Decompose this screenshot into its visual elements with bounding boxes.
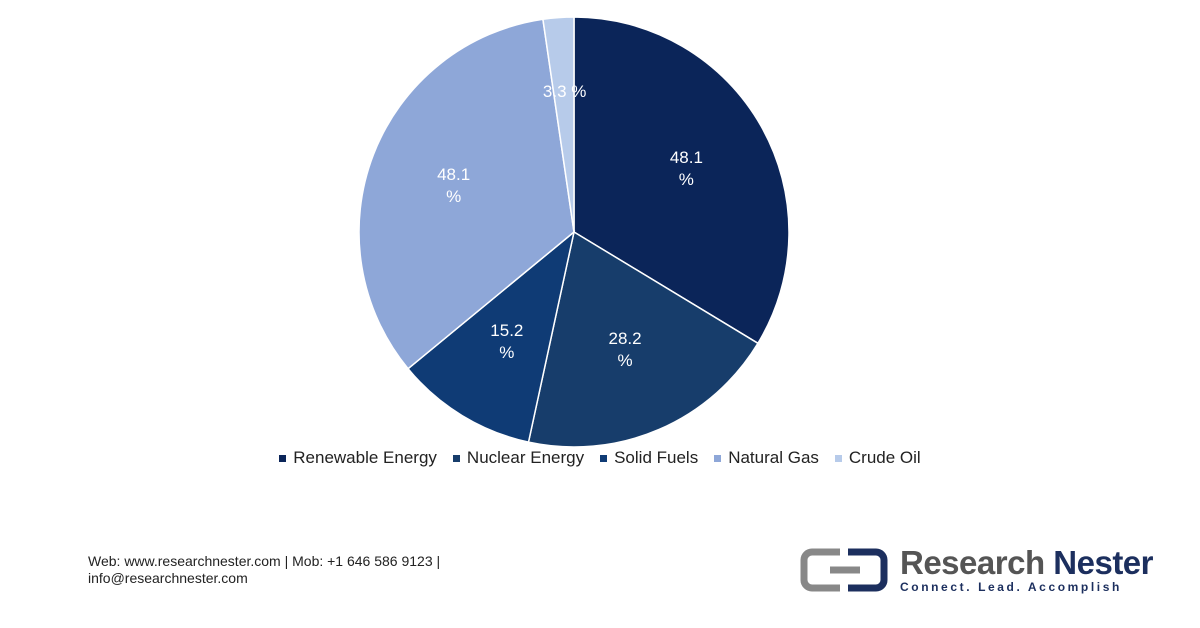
legend-label: Nuclear Energy	[466, 448, 585, 467]
legend-item: Nuclear Energy	[452, 448, 585, 468]
legend-swatch	[452, 455, 460, 463]
data-label: 48.1 %	[437, 164, 471, 206]
legend-label: Crude Oil	[848, 448, 921, 467]
legend-swatch	[834, 455, 842, 463]
tagline: Connect. Lead. Accomplish	[900, 580, 1122, 594]
legend-item: Renewable Energy	[279, 448, 437, 468]
legend-item: Natural Gas	[714, 448, 819, 468]
legend-swatch	[279, 455, 287, 463]
brand-name-bold: Nester	[1053, 544, 1154, 581]
data-label: 48.1 %	[669, 147, 703, 189]
pie-slice	[407, 230, 576, 444]
legend-item: Solid Fuels	[600, 448, 698, 468]
contact: Web: www.researchnester.com | Mob: +1 64…	[88, 553, 441, 586]
logo-icon	[800, 548, 888, 592]
brand-name: Research	[900, 544, 1045, 581]
legend: Renewable Energy Nuclear Energy Solid Fuel…	[0, 448, 1200, 468]
legend-label: Renewable Energy	[293, 448, 437, 467]
data-label: 15.2 %	[490, 321, 524, 363]
pie-slice	[542, 16, 575, 233]
pie-slice	[358, 18, 575, 370]
brand: Research Nester	[900, 544, 1154, 582]
legend-swatch	[600, 455, 608, 463]
legend-label: Solid Fuels	[614, 448, 699, 467]
legend-label: Natural Gas	[728, 448, 819, 467]
data-label: 3.3 %	[542, 82, 587, 102]
pie-slice	[573, 16, 790, 345]
pie-slice	[527, 230, 759, 448]
data-label: 28.2 %	[608, 329, 642, 371]
legend-swatch	[714, 455, 722, 463]
legend-item: Crude Oil	[834, 448, 921, 468]
